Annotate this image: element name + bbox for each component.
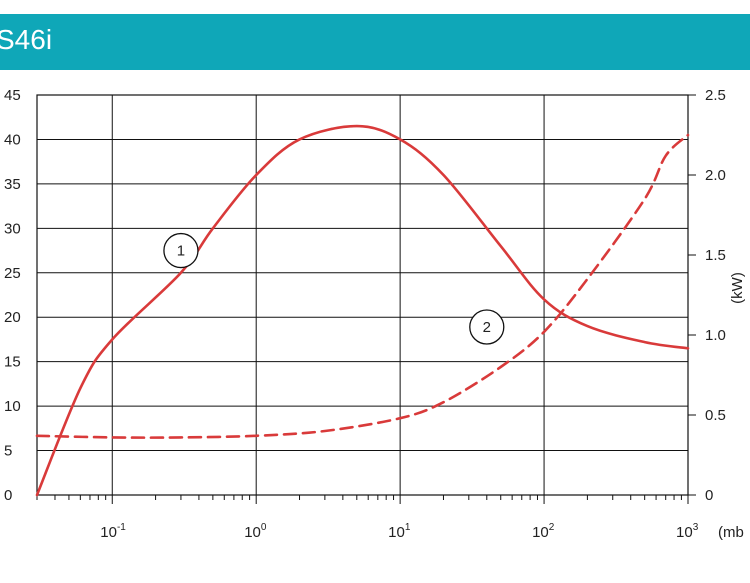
y-left-tick-label: 45 (4, 87, 21, 104)
title-bar: S46i (0, 14, 750, 70)
y-right-tick-label: 1.0 (705, 327, 726, 344)
x-tick-label: 10-1 (100, 522, 126, 541)
series-line-1 (35, 124, 690, 497)
y-left-tick-label: 35 (4, 176, 21, 193)
y-left-tick-label: 20 (4, 309, 21, 326)
y-left-tick-label: 15 (4, 354, 21, 371)
x-unit-label: (mb (718, 524, 744, 541)
x-tick-label: 102 (532, 522, 555, 541)
series-line-2 (35, 133, 690, 439)
y-right-tick-label: 0 (705, 487, 713, 504)
y-left-tick-label: 40 (4, 131, 21, 148)
x-tick-label: 103 (676, 522, 699, 541)
y-right-tick-label: 1.5 (705, 247, 726, 264)
x-tick-label: 100 (244, 522, 267, 541)
series-callout-circle (469, 309, 505, 345)
y-right-axis-label: (kW) (729, 272, 746, 304)
series-callout-label: 2 (483, 319, 491, 336)
series-callout-circle (163, 232, 199, 269)
y-right-tick-label: 2.0 (705, 167, 726, 184)
x-tick-label: 101 (388, 522, 411, 541)
y-left-tick-label: 0 (4, 487, 12, 504)
y-left-tick-label: 25 (4, 265, 21, 282)
series-callout-label: 1 (177, 243, 185, 260)
plot-frame (36, 94, 689, 496)
y-right-tick-label: 2.5 (705, 87, 726, 104)
page-title: S46i (0, 24, 53, 55)
y-left-tick-label: 10 (4, 398, 21, 415)
y-left-tick-label: 30 (4, 220, 21, 237)
y-right-tick-label: 0.5 (705, 407, 726, 424)
y-left-tick-label: 5 (4, 443, 12, 460)
